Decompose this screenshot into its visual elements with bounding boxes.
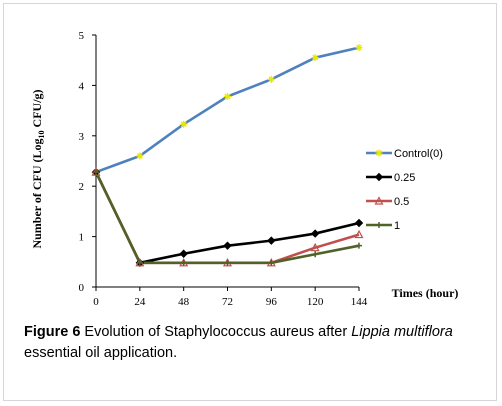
data-point-3-3 <box>224 259 231 266</box>
series-line-0 <box>95 46 360 174</box>
x-tick-label: 72 <box>222 296 233 308</box>
y-tick-label: 2 <box>79 181 85 193</box>
x-tick-label: 48 <box>178 296 190 308</box>
data-point-1-6 <box>354 218 364 228</box>
figure-caption: Figure 6 Evolution of Staphylococcus aur… <box>24 322 484 364</box>
y-axis-title: Number of CFU (Log10 CFU/g) <box>30 89 46 248</box>
data-point-3-6 <box>356 242 362 249</box>
data-point-0-1 <box>136 152 144 160</box>
data-point-3-2 <box>180 259 187 266</box>
caption-text-2: essential oil application. <box>24 345 178 361</box>
y-tick-label: 0 <box>79 282 85 294</box>
x-tick-label: 120 <box>307 296 324 308</box>
caption-species-name: Lippia multiflora <box>351 324 453 340</box>
legend-label-3: 1 <box>394 220 400 232</box>
data-point-0-6 <box>355 44 363 52</box>
data-point-3-4 <box>268 259 275 266</box>
y-tick-label: 3 <box>79 131 85 143</box>
data-point-1-3 <box>223 241 232 250</box>
caption-label: Figure 6 <box>24 324 81 340</box>
legend-marker-2 <box>374 196 384 205</box>
data-point-1-5 <box>310 229 320 238</box>
x-tick-label: 24 <box>134 296 146 308</box>
x-tick-label: 144 <box>351 296 368 308</box>
data-point-1-2 <box>179 249 188 258</box>
y-tick-label: 5 <box>79 30 85 42</box>
caption-text-1: Evolution of Staphylococcus aureus after <box>80 324 352 340</box>
legend: Control(0) 0.25 0.5 1 <box>366 148 443 232</box>
legend-marker-3 <box>376 222 382 228</box>
legend-label-2: 0.5 <box>394 196 409 208</box>
legend-marker-1 <box>374 172 384 182</box>
data-point-2-6 <box>354 229 364 239</box>
plot-area: 0 1 2 3 4 5 0 24 48 72 96 120 144 Times (hour) Number … <box>30 30 458 308</box>
data-point-3-0 <box>93 169 99 176</box>
y-tick-label: 4 <box>79 80 85 92</box>
data-point-0-4 <box>267 75 275 83</box>
data-point-0-3 <box>224 92 231 100</box>
legend-label-1: 0.25 <box>394 172 415 184</box>
legend-marker-0 <box>375 149 383 157</box>
data-point-2-5 <box>310 242 320 252</box>
x-tick-label: 96 <box>266 296 278 308</box>
x-axis-title: Times (hour) <box>392 286 459 300</box>
legend-label-0: Control(0) <box>394 148 443 160</box>
data-point-0-5 <box>311 54 319 62</box>
data-point-0-2 <box>180 120 188 128</box>
y-tick-label: 1 <box>79 232 85 244</box>
data-point-3-5 <box>312 251 319 258</box>
data-point-1-4 <box>267 236 276 245</box>
x-tick-label: 0 <box>93 296 99 308</box>
data-point-3-1 <box>136 259 143 266</box>
figure-frame <box>3 3 497 401</box>
